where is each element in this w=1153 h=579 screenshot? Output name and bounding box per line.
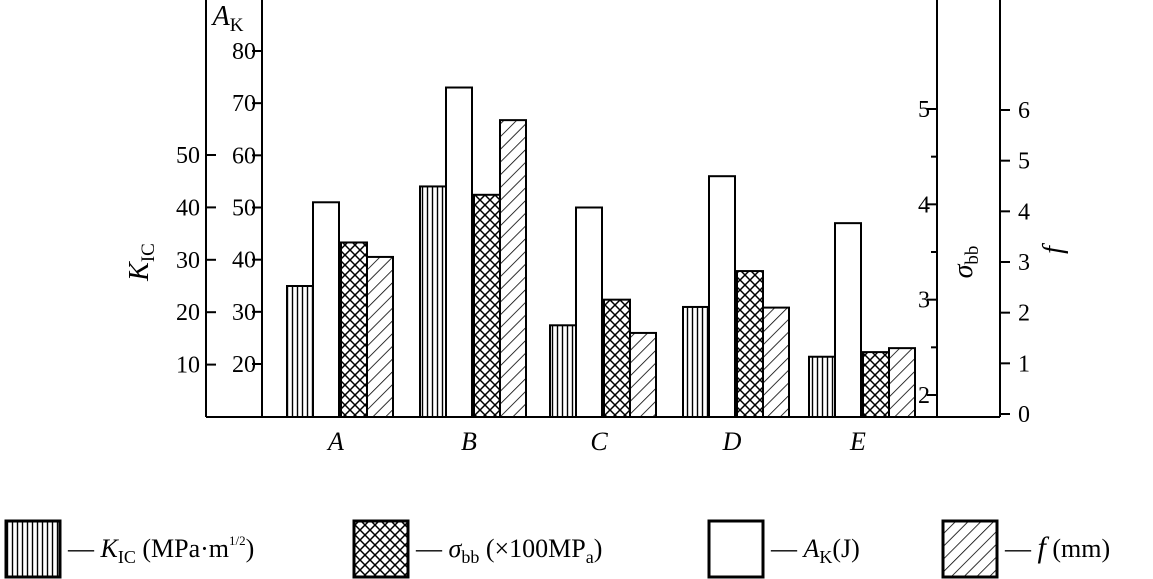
legend-swatch-vertical	[4, 519, 62, 579]
bar-kic-a	[286, 285, 314, 418]
KIC-tick-label: 30	[176, 248, 200, 274]
ak-axis-title: AK	[211, 1, 244, 36]
KIC-tick-label: 20	[176, 300, 200, 326]
bar-sbb-d	[736, 270, 764, 419]
KIC-tick-label: 10	[176, 353, 200, 379]
AK-tick-label: 50	[232, 196, 256, 222]
AK-tick-label: 60	[232, 143, 256, 169]
category-label: A	[326, 427, 344, 456]
f-tick-label: 1	[1018, 351, 1030, 377]
AK-tick-label: 80	[232, 39, 256, 65]
AK-tick-label: 20	[232, 352, 256, 378]
AK-tick-label: 70	[232, 91, 256, 117]
sigma-tick-label: 5	[918, 97, 930, 123]
bar-ak-b	[445, 86, 473, 419]
bar-kic-d	[682, 305, 710, 418]
KIC-tick-label: 50	[176, 143, 200, 169]
bar-ak-a	[312, 201, 340, 418]
bar-f-d	[762, 306, 790, 419]
sigma-tick-label: 4	[918, 192, 930, 218]
KIC-tick-label: 40	[176, 195, 200, 221]
bar-f-a	[366, 255, 394, 418]
axis-titles: AK KIC σbb f	[124, 1, 1069, 282]
legend: — KIC (MPa·m1/2) — σbb (×100MPa) — AK(J) — …	[4, 519, 1110, 579]
sigma-tick-label: 3	[918, 288, 930, 314]
bars	[286, 86, 916, 419]
category-label: D	[722, 427, 742, 456]
legend-label: — KIC (MPa·m1/2)	[67, 533, 254, 567]
f-tick-label: 4	[1018, 199, 1030, 225]
bar-kic-e	[808, 355, 836, 418]
bar-kic-b	[419, 185, 447, 418]
bar-f-e	[888, 347, 916, 418]
bar-ak-c	[575, 206, 603, 418]
legend-swatch-diagonal	[941, 519, 999, 579]
kic-axis-title: KIC	[124, 243, 159, 282]
bar-f-c	[629, 331, 657, 418]
bar-sbb-a	[340, 241, 368, 418]
bar-f-b	[499, 119, 527, 418]
f-tick-label: 3	[1018, 250, 1030, 276]
category-label: B	[461, 427, 477, 456]
AK-tick-label: 40	[232, 248, 256, 274]
bar-sbb-e	[862, 351, 890, 419]
category-label: E	[849, 427, 866, 456]
f-tick-label: 5	[1018, 149, 1030, 175]
legend-label: — σbb (×100MPa)	[415, 534, 602, 567]
f-tick-label: 6	[1018, 98, 1030, 124]
AK-tick-label: 30	[232, 300, 256, 326]
sigma-axis-title: σbb	[948, 246, 983, 279]
f-axis-title: f	[1038, 243, 1069, 254]
bar-sbb-c	[603, 298, 631, 418]
legend-swatch-none	[707, 519, 765, 579]
legend-swatch-crosshatch	[352, 519, 410, 579]
bar-kic-c	[549, 324, 577, 418]
sigma-tick-label: 2	[918, 383, 930, 409]
category-labels: A B C D E	[326, 427, 866, 456]
legend-label: — AK(J)	[770, 534, 860, 567]
f-tick-label: 0	[1018, 402, 1030, 428]
f-tick-label: 2	[1018, 301, 1030, 327]
legend-label: — f (mm)	[1004, 531, 1110, 564]
bar-ak-e	[834, 222, 862, 418]
bar-sbb-b	[473, 193, 501, 418]
bar-ak-d	[708, 175, 736, 418]
category-label: C	[590, 427, 608, 456]
